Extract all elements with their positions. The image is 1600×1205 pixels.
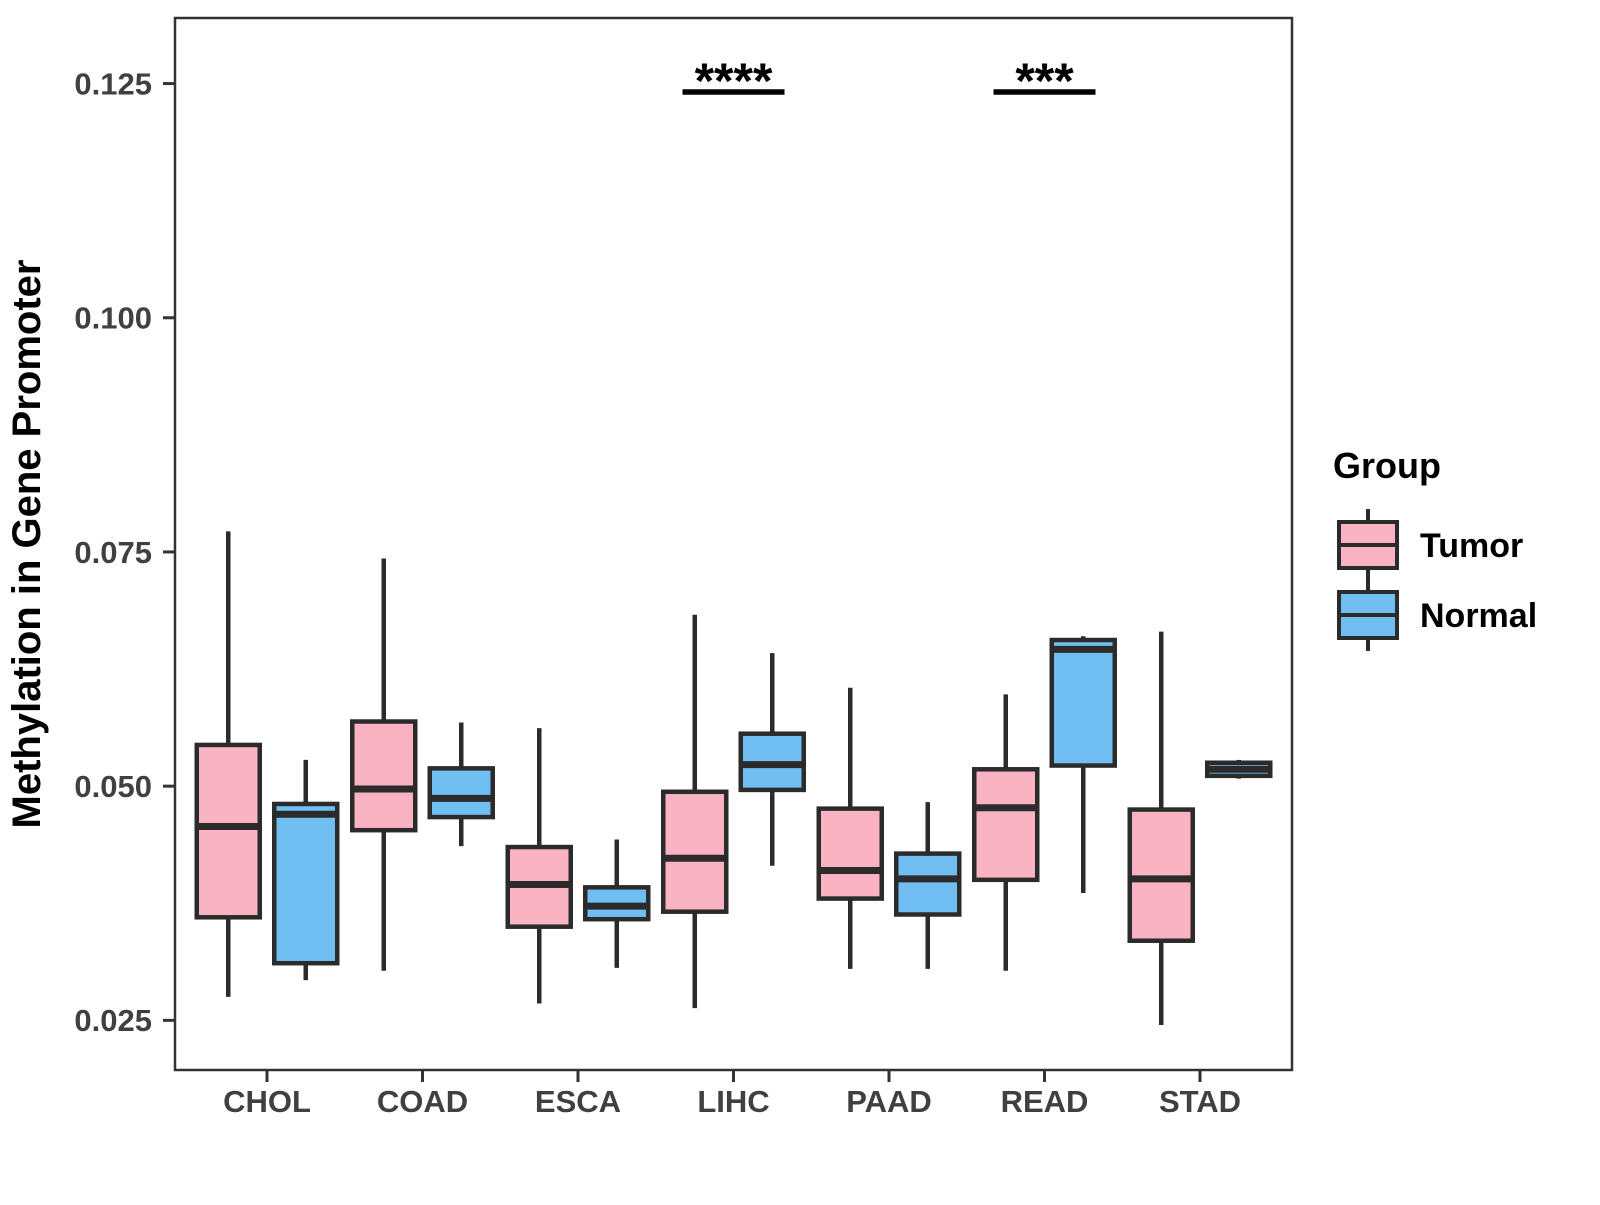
box-tumor-STAD [1127, 807, 1195, 943]
significance-label-LIHC: **** [695, 53, 773, 109]
box-tumor-CHOL [194, 742, 262, 920]
x-tick-label-STAD: STAD [1159, 1084, 1241, 1119]
x-tick-label-COAD: COAD [377, 1084, 468, 1119]
box-normal-PAAD [894, 851, 962, 917]
box-normal-READ [1049, 637, 1117, 768]
legend-title: Group [1333, 445, 1441, 486]
y-tick-label: 0.125 [74, 66, 152, 101]
x-tick-label-LIHC: LIHC [697, 1084, 769, 1119]
box-normal-COAD [427, 766, 495, 820]
x-tick-label-PAAD: PAAD [846, 1084, 932, 1119]
panel-border [173, 16, 1294, 1072]
box-tumor-LIHC [661, 789, 729, 914]
significance-label-READ: *** [1015, 53, 1074, 109]
box-tumor-PAAD [816, 806, 884, 901]
box-tumor-READ [972, 767, 1040, 883]
legend-label-normal: Normal [1420, 597, 1537, 635]
x-tick-label-READ: READ [1001, 1084, 1089, 1119]
y-tick-label: 0.025 [74, 1003, 152, 1038]
x-tick-label-CHOL: CHOL [223, 1084, 311, 1119]
y-axis-title: Methylation in Gene Promoter [5, 260, 49, 829]
box-tumor-COAD [350, 719, 418, 833]
y-tick-label: 0.075 [74, 535, 152, 570]
x-tick-label-ESCA: ESCA [535, 1084, 621, 1119]
box-normal-CHOL [272, 801, 340, 966]
y-tick-label: 0.050 [74, 769, 152, 804]
legend-label-tumor: Tumor [1420, 527, 1523, 565]
y-tick-label: 0.100 [74, 301, 152, 336]
